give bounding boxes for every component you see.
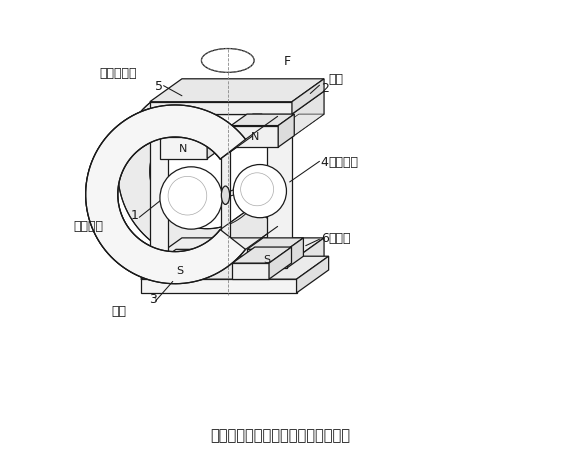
Polygon shape (160, 261, 200, 280)
Text: 磁力机械式氧分析仪工作原理示意图: 磁力机械式氧分析仪工作原理示意图 (210, 428, 351, 443)
Polygon shape (266, 138, 292, 261)
Polygon shape (86, 106, 246, 284)
Polygon shape (231, 115, 295, 126)
Polygon shape (118, 83, 278, 261)
Text: F: F (284, 55, 291, 68)
Text: S: S (264, 254, 271, 264)
Text: 磁极: 磁极 (329, 73, 344, 86)
Text: 密闭气室: 密闭气室 (73, 219, 103, 232)
Text: 空心球体: 空心球体 (329, 156, 358, 169)
Text: 反射镜: 反射镜 (328, 232, 351, 245)
Polygon shape (247, 238, 304, 250)
Polygon shape (150, 92, 324, 115)
Text: 1: 1 (131, 208, 139, 221)
Polygon shape (220, 117, 278, 160)
Text: N: N (250, 132, 259, 142)
Polygon shape (231, 126, 278, 148)
Polygon shape (269, 248, 292, 280)
Polygon shape (247, 250, 287, 268)
Polygon shape (221, 115, 262, 138)
Polygon shape (86, 106, 246, 284)
Polygon shape (141, 280, 297, 293)
Ellipse shape (160, 168, 222, 230)
Text: 6: 6 (321, 232, 329, 245)
Polygon shape (287, 238, 304, 268)
Polygon shape (292, 92, 324, 138)
Polygon shape (207, 126, 223, 159)
Polygon shape (278, 115, 295, 148)
Polygon shape (292, 238, 324, 280)
Polygon shape (292, 80, 324, 115)
Polygon shape (150, 238, 324, 261)
Polygon shape (150, 115, 292, 138)
Text: 5: 5 (155, 80, 163, 93)
Polygon shape (150, 138, 168, 261)
Text: 磁极: 磁极 (112, 304, 127, 317)
Polygon shape (297, 257, 329, 293)
Polygon shape (150, 261, 292, 280)
Text: 弹性金属带: 弹性金属带 (99, 67, 137, 80)
Text: 4: 4 (321, 156, 329, 169)
Ellipse shape (222, 187, 229, 205)
Text: 3: 3 (149, 293, 157, 306)
Ellipse shape (233, 165, 287, 218)
Polygon shape (160, 138, 207, 159)
Polygon shape (160, 126, 223, 138)
Polygon shape (160, 250, 217, 261)
Text: N: N (180, 144, 188, 153)
Text: S: S (177, 265, 183, 275)
Polygon shape (232, 263, 269, 280)
Polygon shape (150, 80, 324, 102)
Polygon shape (150, 102, 292, 115)
Text: 2: 2 (321, 82, 329, 95)
Polygon shape (141, 257, 329, 280)
Polygon shape (266, 115, 324, 138)
Polygon shape (220, 207, 278, 250)
Polygon shape (221, 138, 230, 261)
Polygon shape (232, 248, 292, 263)
